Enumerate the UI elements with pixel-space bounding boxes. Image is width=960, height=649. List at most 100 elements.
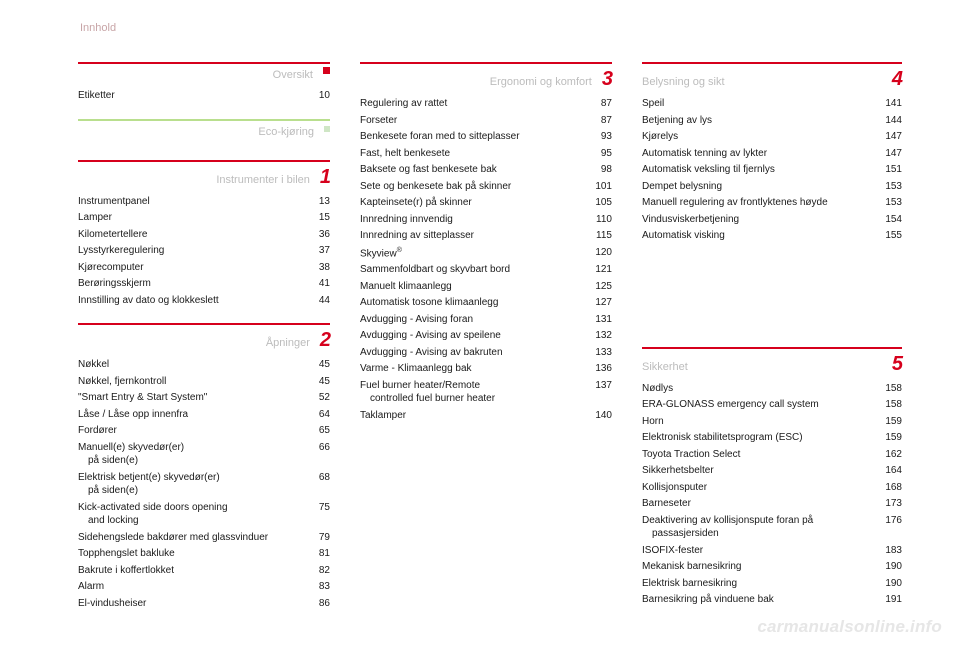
- section-title-row: Eco-kjøring: [78, 126, 330, 138]
- section-rule: [78, 62, 330, 64]
- toc-entry-label: Manuell(e) skyvedør(er)på siden(e): [78, 441, 302, 468]
- toc-entry-page: 45: [302, 358, 330, 372]
- toc-entry: El-vindusheiser86: [78, 597, 330, 611]
- toc-entry: Manuelt klimaanlegg125: [360, 280, 612, 294]
- toc-entry-label: Alarm: [78, 580, 302, 594]
- toc-entry-page: 153: [874, 196, 902, 210]
- toc-entry-continuation: and locking: [78, 514, 296, 528]
- toc-entry: Nødlys158: [642, 382, 902, 396]
- section-rule: [78, 119, 330, 121]
- toc-entry-label: Kilometertellere: [78, 228, 302, 242]
- toc-entry-label: Sammenfoldbart og skyvbart bord: [360, 263, 584, 277]
- toc-entry-page: 13: [302, 195, 330, 209]
- toc-entry-label: Kjørelys: [642, 130, 874, 144]
- toc-entry-page: 190: [874, 577, 902, 591]
- toc-entry: Lamper15: [78, 211, 330, 225]
- toc-entry-page: 190: [874, 560, 902, 574]
- toc-entry-page: 93: [584, 130, 612, 144]
- toc-entry: Regulering av rattet87: [360, 97, 612, 111]
- toc-entry-page: 133: [584, 346, 612, 360]
- section-title: Sikkerhet: [642, 361, 688, 373]
- toc-entry-page: 95: [584, 147, 612, 161]
- toc-entry-page: 87: [584, 114, 612, 128]
- toc-entry: Varme - Klimaanlegg bak136: [360, 362, 612, 376]
- section-number: 2: [320, 330, 330, 350]
- toc-entry-label: Automatisk tenning av lykter: [642, 147, 874, 161]
- toc-entries: Instrumentpanel13Lamper15Kilometerteller…: [78, 195, 330, 308]
- toc-entry-page: 164: [874, 464, 902, 478]
- toc-entry-label: Toyota Traction Select: [642, 448, 874, 462]
- toc-column: Belysning og sikt4 Speil141 Betjening av l…: [642, 62, 902, 631]
- toc-entry-continuation: på siden(e): [78, 454, 296, 468]
- toc-entry-label: ERA-GLONASS emergency call system: [642, 398, 874, 412]
- toc-entry-page: 168: [874, 481, 902, 495]
- toc-entry-label: Lamper: [78, 211, 302, 225]
- toc-entry-page: 81: [302, 547, 330, 561]
- section-head: Sikkerhet 5: [642, 347, 902, 374]
- toc-entry-label: Baksete og fast benkesete bak: [360, 163, 584, 177]
- toc-entry-page: 121: [584, 263, 612, 277]
- toc-entry: Automatisk tenning av lykter147: [642, 147, 902, 161]
- toc-entry: Speil141: [642, 97, 902, 111]
- toc-entry-label: Fuel burner heater/Remotecontrolled fuel…: [360, 379, 584, 406]
- section-title-row: Instrumenter i bilen1: [78, 167, 330, 187]
- toc-entry-page: 125: [584, 280, 612, 294]
- toc-page: Innhold OversiktEtiketter10Eco-kjøringIn…: [0, 0, 960, 649]
- section-head: Eco-kjøring: [78, 119, 330, 138]
- toc-entry-label: Topphengslet bakluke: [78, 547, 302, 561]
- toc-entry: Barneseter173: [642, 497, 902, 511]
- section-title-row: Sikkerhet 5: [642, 354, 902, 374]
- toc-entry-label: "Smart Entry & Start System": [78, 391, 302, 405]
- toc-entry-label: Elektronisk stabilitetsprogram (ESC): [642, 431, 874, 445]
- toc-entry-page: 105: [584, 196, 612, 210]
- toc-entry-label: Avdugging - Avising av bakruten: [360, 346, 584, 360]
- toc-entry: Betjening av lys144: [642, 114, 902, 128]
- toc-entry-page: 154: [874, 213, 902, 227]
- toc-entry-page: 15: [302, 211, 330, 225]
- toc-entry: Kollisjonsputer168: [642, 481, 902, 495]
- section-head: Ergonomi og komfort3: [360, 62, 612, 89]
- toc-entry-label: Etiketter: [78, 89, 302, 103]
- toc-entry-label: Betjening av lys: [642, 114, 874, 128]
- toc-entry-page: 38: [302, 261, 330, 275]
- toc-entry-page: 41: [302, 277, 330, 291]
- toc-entry: Elektrisk betjent(e) skyvedør(er)på side…: [78, 471, 330, 498]
- section-rule: [642, 62, 902, 64]
- toc-entry-page: 120: [584, 246, 612, 261]
- toc-entry: Elektronisk stabilitetsprogram (ESC)159: [642, 431, 902, 445]
- toc-entry-label: Nøkkel: [78, 358, 302, 372]
- toc-entry: Fordører65: [78, 424, 330, 438]
- toc-entry: Alarm83: [78, 580, 330, 594]
- toc-entry: Etiketter10: [78, 89, 330, 103]
- toc-entry: Toyota Traction Select162: [642, 448, 902, 462]
- toc-entry-page: 75: [302, 501, 330, 528]
- toc-entry-page: 137: [584, 379, 612, 406]
- toc-entry-page: 82: [302, 564, 330, 578]
- toc-entry-label: Sete og benkesete bak på skinner: [360, 180, 584, 194]
- toc-entry: Kjørecomputer38: [78, 261, 330, 275]
- toc-entry-label: Manuelt klimaanlegg: [360, 280, 584, 294]
- toc-entry-page: 151: [874, 163, 902, 177]
- toc-entries: Nøkkel45Nøkkel, fjernkontroll45"Smart En…: [78, 358, 330, 610]
- toc-entry-page: 45: [302, 375, 330, 389]
- section-number: 5: [892, 354, 902, 374]
- section-rule: [78, 323, 330, 325]
- toc-entry: Topphengslet bakluke81: [78, 547, 330, 561]
- section-title-row: Belysning og sikt4: [642, 69, 902, 89]
- toc-entry-page: 144: [874, 114, 902, 128]
- toc-entry: Manuell(e) skyvedør(er)på siden(e)66: [78, 441, 330, 468]
- toc-entries: Nødlys158 ERA-GLONASS emergency call syst…: [642, 382, 902, 607]
- section-head: Åpninger2: [78, 323, 330, 350]
- toc-columns: OversiktEtiketter10Eco-kjøringInstrument…: [78, 62, 930, 631]
- toc-entry-continuation: på siden(e): [78, 484, 296, 498]
- toc-entry-page: 52: [302, 391, 330, 405]
- toc-entry-page: 147: [874, 130, 902, 144]
- toc-entry-label: Fast, helt benkesete: [360, 147, 584, 161]
- toc-entry-label: Bakrute i koffertlokket: [78, 564, 302, 578]
- toc-entry-page: 173: [874, 497, 902, 511]
- toc-entry-page: 158: [874, 382, 902, 396]
- toc-entry-label: Kollisjonsputer: [642, 481, 874, 495]
- toc-entry: Automatisk veksling til fjernlys151: [642, 163, 902, 177]
- toc-entry-page: 191: [874, 593, 902, 607]
- toc-entry-label: Varme - Klimaanlegg bak: [360, 362, 584, 376]
